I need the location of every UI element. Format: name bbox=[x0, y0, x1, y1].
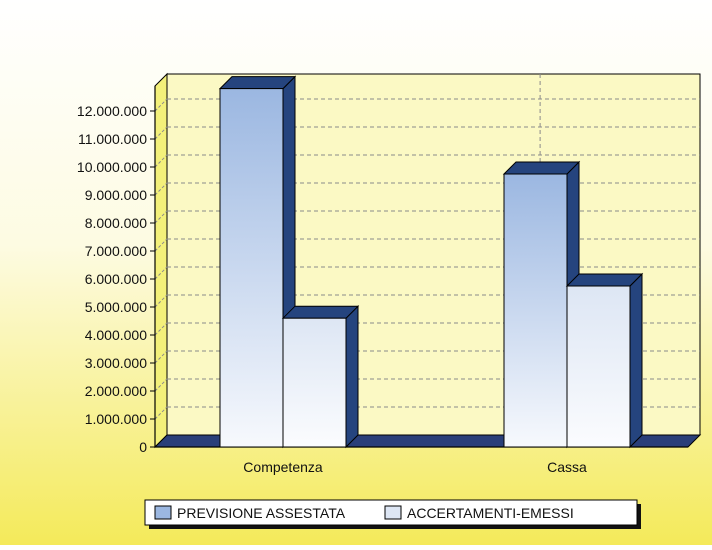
gridline-side bbox=[154, 378, 168, 392]
bar-accertamenti-emessi-competenza bbox=[281, 304, 360, 449]
bar-front bbox=[503, 173, 568, 448]
y-tick-label: 0 bbox=[139, 439, 147, 455]
y-tick-label: 8.000.000 bbox=[85, 215, 147, 231]
legend: PREVISIONE ASSESTATA ACCERTAMENTI-EMESSI bbox=[144, 499, 641, 529]
y-tick-label: 12.000.000 bbox=[77, 103, 147, 119]
bar-front bbox=[566, 285, 631, 448]
gridline-side bbox=[154, 210, 168, 224]
gridline-side bbox=[154, 350, 168, 364]
gridline-side bbox=[154, 406, 168, 420]
y-tick-label: 11.000.000 bbox=[78, 131, 147, 147]
x-tick-label: Competenza bbox=[243, 459, 323, 475]
y-tick-label: 5.000.000 bbox=[85, 299, 147, 315]
gridline-side bbox=[154, 294, 168, 308]
y-tick-label: 2.000.000 bbox=[85, 383, 147, 399]
gridline-side bbox=[154, 182, 168, 196]
y-tick-label: 7.000.000 bbox=[85, 243, 147, 259]
gridline-side bbox=[154, 154, 168, 168]
side-wall bbox=[154, 72, 168, 449]
bar-top bbox=[502, 161, 581, 175]
gridline-side bbox=[154, 98, 168, 112]
y-tick-label: 4.000.000 bbox=[85, 327, 147, 343]
x-axis-ticks: Competenza Cassa bbox=[243, 459, 587, 475]
bar-front bbox=[219, 88, 284, 448]
gridline-side bbox=[154, 238, 168, 252]
bar-top bbox=[565, 273, 644, 287]
bar-front bbox=[282, 317, 347, 448]
gridline-side bbox=[154, 266, 168, 280]
bar-top bbox=[281, 305, 360, 319]
legend-swatch bbox=[154, 505, 172, 520]
bar-side bbox=[345, 304, 359, 449]
gridline-side bbox=[154, 322, 168, 336]
legend-swatch bbox=[384, 505, 402, 520]
y-tick-label: 9.000.000 bbox=[85, 187, 147, 203]
y-tick-label: 3.000.000 bbox=[85, 355, 147, 371]
bar-accertamenti-emessi-cassa bbox=[565, 272, 644, 449]
bar-top bbox=[218, 76, 297, 90]
bar-side bbox=[629, 272, 643, 449]
legend-label: PREVISIONE ASSESTATA bbox=[177, 505, 346, 521]
gridline-side bbox=[154, 126, 168, 140]
y-tick-label: 6.000.000 bbox=[85, 271, 147, 287]
x-tick-label: Cassa bbox=[547, 459, 587, 475]
y-tick-label: 1.000.000 bbox=[85, 411, 147, 427]
y-axis-ticks: 0 1.000.000 2.000.000 3.000.000 4.000.000 5.0… bbox=[77, 103, 155, 455]
y-tick-label: 10.000.000 bbox=[77, 159, 147, 175]
bars bbox=[218, 75, 644, 449]
legend-label: ACCERTAMENTI-EMESSI bbox=[407, 505, 574, 521]
